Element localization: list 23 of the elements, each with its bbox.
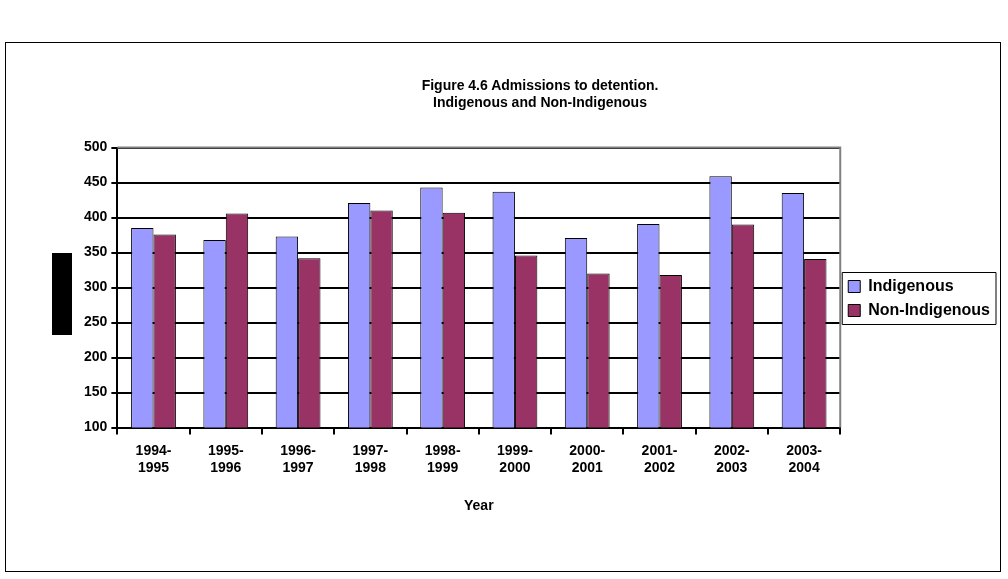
x-tick-label: 1999-2000: [497, 441, 534, 475]
y-tick-label: 200: [84, 348, 108, 365]
x-tick-label: 2003-2004: [786, 441, 823, 475]
x-tick-label: 1994-1995: [135, 441, 172, 475]
y-tick-label: 250: [84, 313, 108, 330]
x-axis-title: Year: [464, 497, 495, 514]
y-tick-label: 300: [84, 278, 108, 295]
x-tick-label: 2002-2003: [713, 441, 751, 475]
legend-label: Indigenous: [868, 276, 954, 294]
x-tick-label: 1998-1999: [424, 441, 461, 475]
x-tick-label: 2001-2002: [641, 441, 678, 475]
y-tick-label: 400: [84, 208, 108, 225]
x-tick-label: 2000-2001: [569, 441, 606, 475]
y-tick-label: 350: [84, 243, 108, 260]
x-tick-label: 1996-1997: [280, 441, 317, 475]
y-tick-label: 100: [84, 418, 108, 435]
chart-title: Figure 4.6 Admissions to detention. Indigenous and Non-Indigenous: [421, 77, 659, 111]
x-tick-label: 1995-1996: [207, 441, 245, 475]
x-tick-label: 1997-1998: [352, 441, 389, 475]
legend-label: Non-Indigenous: [868, 300, 991, 318]
y-tick-label: 450: [84, 173, 108, 190]
y-tick-label: 500: [84, 138, 108, 155]
y-tick-label: 150: [84, 383, 108, 400]
